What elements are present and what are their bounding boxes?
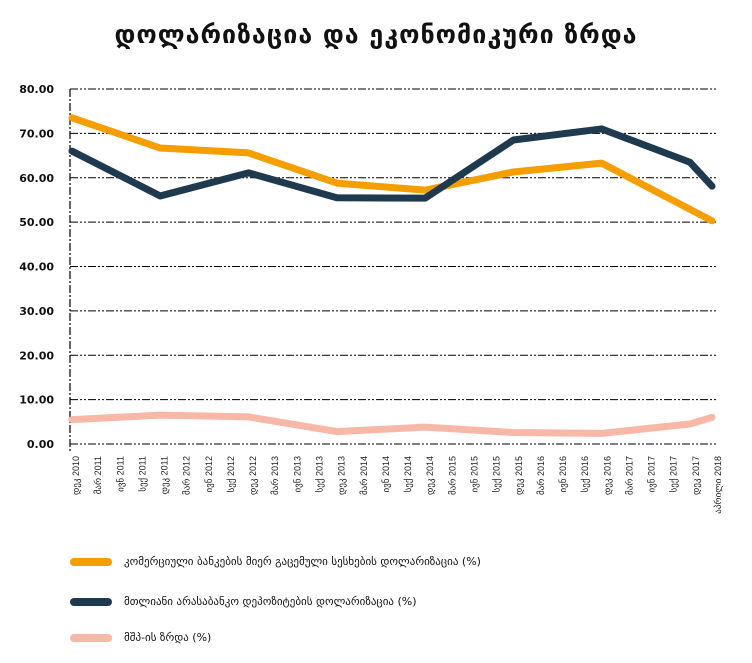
x-tick-label: დეკ 2016 <box>602 456 613 495</box>
x-tick-label: ივნ 2016 <box>558 456 569 493</box>
x-tick-label: დეკ 2012 <box>248 456 259 495</box>
y-tick-label: 10.00 <box>19 394 54 407</box>
x-tick-label: მარ 2016 <box>536 456 546 495</box>
legend-swatch <box>70 633 112 642</box>
x-tick-label: მარ 2013 <box>270 456 280 495</box>
x-tick-label: სექ 2015 <box>492 456 503 492</box>
series-line-2 <box>68 411 716 437</box>
x-tick-label: სექ 2011 <box>137 456 148 492</box>
x-tick-label: სექ 2012 <box>226 456 237 492</box>
x-tick-label: ივნ 2015 <box>469 456 480 493</box>
series-line-1 <box>68 125 716 202</box>
legend-label: კომერციული ბანკების მიერ გაცემული სესხებ… <box>124 555 481 568</box>
x-tick-label: ივნ 2013 <box>292 456 303 493</box>
y-tick-label: 60.00 <box>19 172 54 185</box>
legend-label: მშპ-ის ზრდა (%) <box>124 631 212 644</box>
x-tick-label: მარ 2015 <box>447 456 457 495</box>
x-tick-label: ივნ 2012 <box>204 456 215 493</box>
legend-item-deposits: მთლიანი არასაბანკო დეპოზიტების დოლარიზაც… <box>70 595 417 608</box>
x-tick-label: დეკ 2010 <box>71 456 82 495</box>
x-tick-label: დეკ 2011 <box>160 456 171 494</box>
x-tick-label: დეკ 2014 <box>425 456 436 495</box>
legend-label: მთლიანი არასაბანკო დეპოზიტების დოლარიზაც… <box>124 595 417 608</box>
x-tick-label: ივნ 2011 <box>115 456 126 492</box>
y-tick-label: 80.00 <box>19 83 54 96</box>
series-line-0 <box>68 114 716 225</box>
chart-title: დოლარიზაცია და ეკონომიკური ზრდა <box>114 20 638 49</box>
x-tick-label: ივნ 2014 <box>381 456 392 493</box>
x-tick-label: სექ 2014 <box>403 456 414 492</box>
x-tick-label: ივნ 2017 <box>647 456 658 493</box>
x-tick-label: მარ 2014 <box>359 456 369 495</box>
legend-item-loans: კომერციული ბანკების მიერ გაცემული სესხებ… <box>70 555 481 568</box>
x-tick-label: სექ 2017 <box>669 456 680 492</box>
x-tick-label: მარ 2012 <box>182 456 192 495</box>
legend-swatch <box>70 597 112 606</box>
y-tick-label: 70.00 <box>19 127 54 140</box>
y-tick-label: 50.00 <box>19 216 54 229</box>
x-tick-label: დეკ 2015 <box>514 456 525 495</box>
y-tick-label: 40.00 <box>19 261 54 274</box>
x-tick-label: აპრილი 2018 <box>713 456 724 514</box>
y-tick-label: 30.00 <box>19 305 54 318</box>
y-tick-label: 20.00 <box>19 349 54 362</box>
legend-swatch <box>70 557 112 566</box>
legend-item-gdp: მშპ-ის ზრდა (%) <box>70 631 211 644</box>
x-tick-label: მარ 2011 <box>93 456 103 494</box>
x-tick-label: დეკ 2013 <box>337 456 348 495</box>
x-tick-label: მარ 2017 <box>624 456 634 495</box>
x-tick-label: დეკ 2017 <box>691 456 702 495</box>
x-tick-label: სექ 2016 <box>580 456 591 492</box>
y-tick-label: 0.00 <box>27 438 54 451</box>
x-tick-label: სექ 2013 <box>315 456 326 492</box>
